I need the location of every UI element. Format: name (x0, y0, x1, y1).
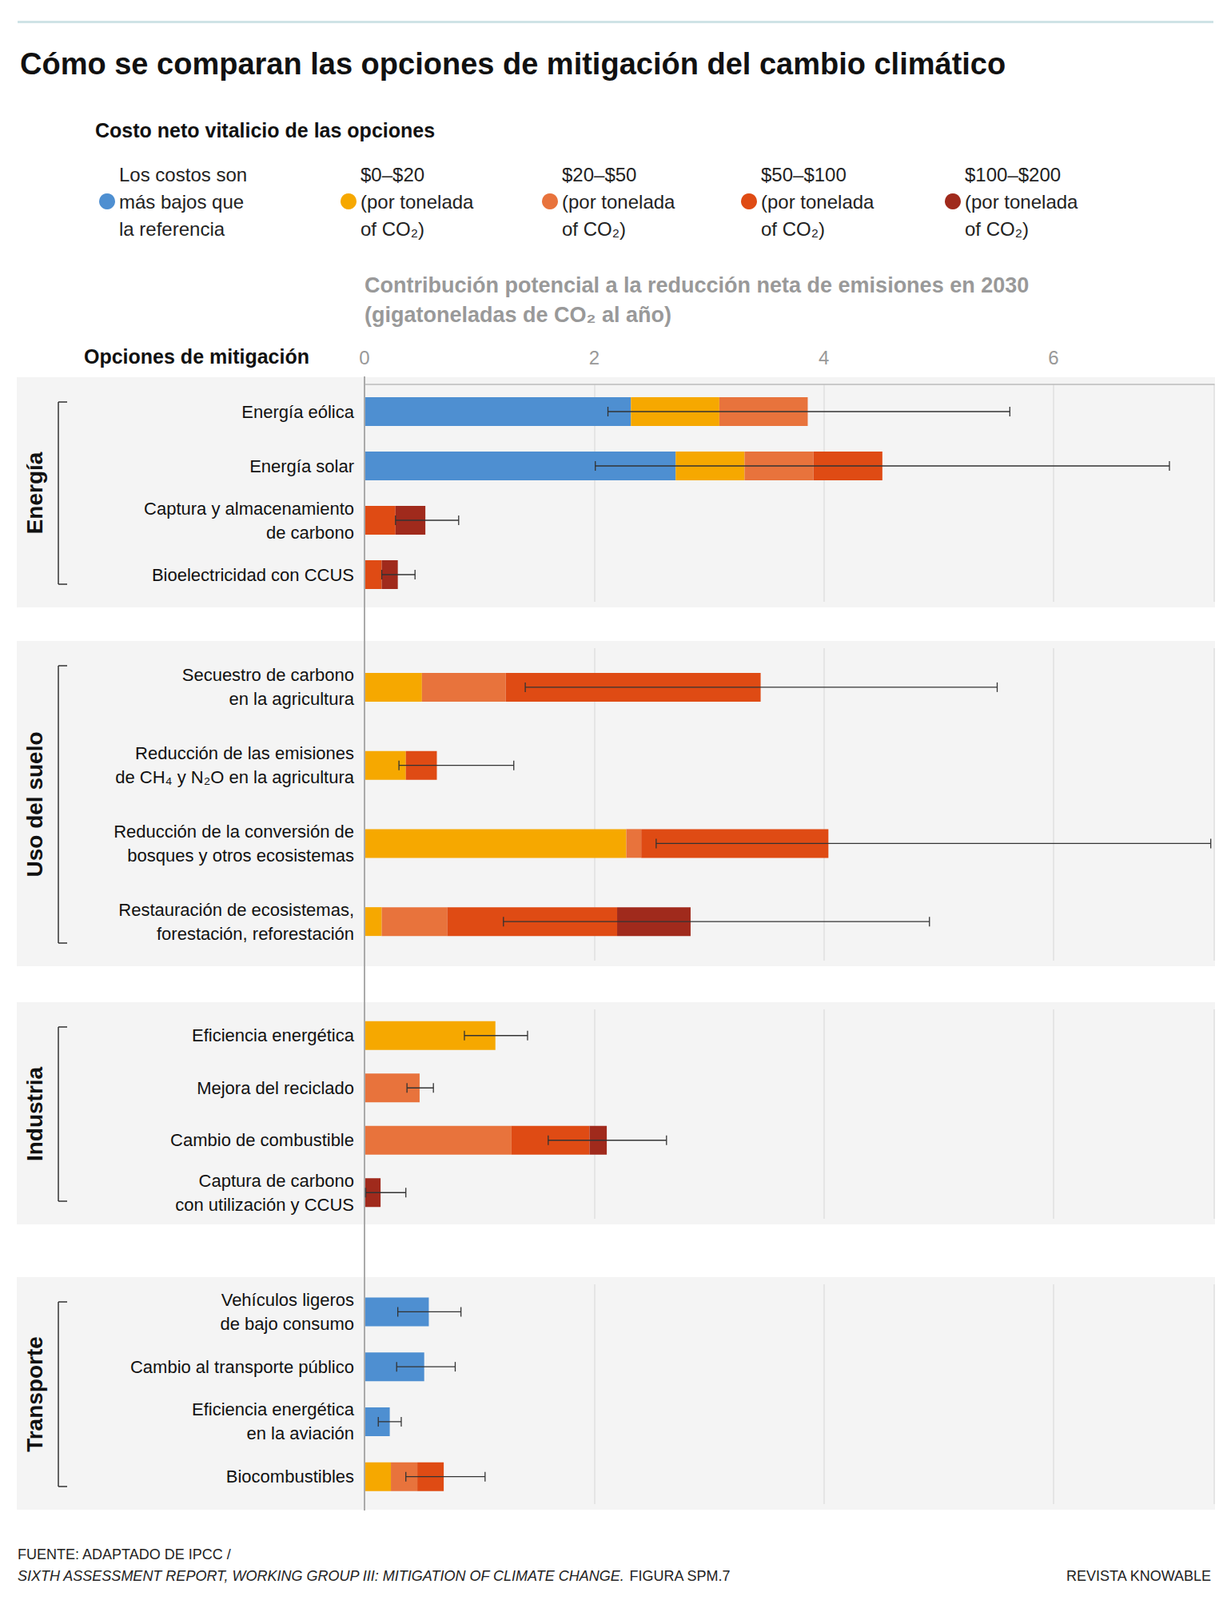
svg-text:Mejora del reciclado: Mejora del reciclado (196, 1078, 355, 1099)
svg-text:Restauración de ecosistemas,: Restauración de ecosistemas, (118, 900, 355, 921)
svg-text:of CO₂): of CO₂) (760, 218, 825, 240)
svg-text:Costo neto vitalicio de las op: Costo neto vitalicio de las opciones (95, 119, 435, 142)
svg-text:4: 4 (818, 346, 829, 369)
svg-text:Eficiencia energética: Eficiencia energética (191, 1025, 355, 1046)
svg-text:of CO₂): of CO₂) (360, 218, 425, 240)
svg-text:con utilización y CCUS: con utilización y CCUS (175, 1195, 355, 1216)
svg-text:de carbono: de carbono (266, 522, 355, 543)
svg-text:Eficiencia energética: Eficiencia energética (191, 1399, 355, 1420)
svg-text:(por tonelada: (por tonelada (964, 191, 1079, 213)
svg-text:Transporte: Transporte (22, 1336, 48, 1453)
svg-text:(por tonelada: (por tonelada (360, 191, 475, 213)
svg-text:de bajo consumo: de bajo consumo (219, 1314, 355, 1335)
svg-text:de CH₄ y N₂O en la agricultura: de CH₄ y N₂O en la agricultura (115, 767, 355, 788)
svg-text:6: 6 (1047, 346, 1059, 369)
svg-text:$100–$200: $100–$200 (964, 163, 1061, 186)
svg-text:Captura y almacenamiento: Captura y almacenamiento (143, 498, 355, 519)
svg-text:Opciones de mitigación: Opciones de mitigación (83, 345, 310, 368)
svg-text:Los costos son: Los costos son (119, 163, 247, 186)
svg-text:FUENTE: ADAPTADO DE IPCC /: FUENTE: ADAPTADO DE IPCC / (17, 1546, 232, 1563)
svg-text:FIGURA SPM.7: FIGURA SPM.7 (625, 1568, 730, 1585)
svg-text:of CO₂): of CO₂) (561, 218, 626, 240)
svg-text:$20–$50: $20–$50 (561, 163, 637, 186)
svg-text:en la agricultura: en la agricultura (228, 689, 355, 710)
svg-text:la referencia: la referencia (119, 218, 226, 240)
svg-text:$50–$100: $50–$100 (760, 163, 847, 186)
svg-text:Vehículos ligeros: Vehículos ligeros (221, 1290, 355, 1311)
svg-text:SIXTH ASSESSMENT REPORT, WORKI: SIXTH ASSESSMENT REPORT, WORKING GROUP I… (17, 1568, 625, 1585)
svg-text:más bajos que: más bajos que (119, 191, 244, 213)
svg-text:(por tonelada: (por tonelada (561, 191, 676, 213)
svg-text:bosques y otros ecosistemas: bosques y otros ecosistemas (127, 845, 355, 866)
svg-text:Bioelectricidad con CCUS: Bioelectricidad con CCUS (151, 565, 355, 586)
svg-text:Energía: Energía (22, 451, 48, 534)
svg-text:$0–$20: $0–$20 (360, 163, 425, 186)
svg-text:0: 0 (358, 346, 370, 369)
svg-text:Cambio de combustible: Cambio de combustible (170, 1130, 355, 1151)
svg-text:2: 2 (589, 346, 600, 369)
svg-text:Captura de carbono: Captura de carbono (199, 1171, 355, 1192)
svg-text:REVISTA KNOWABLE: REVISTA KNOWABLE (1066, 1568, 1212, 1585)
svg-text:Industria: Industria (22, 1066, 48, 1162)
svg-text:(por tonelada: (por tonelada (760, 191, 875, 213)
svg-text:en la aviación: en la aviación (246, 1423, 355, 1444)
svg-text:Cambio al transporte público: Cambio al transporte público (130, 1357, 355, 1378)
svg-text:of CO₂): of CO₂) (964, 218, 1029, 240)
svg-text:Contribución potencial a la re: Contribución potencial a la reducción ne… (364, 273, 1029, 298)
svg-text:Reducción de la conversión de: Reducción de la conversión de (113, 821, 355, 842)
svg-text:Energía eólica: Energía eólica (241, 402, 355, 423)
svg-text:Biocombustibles: Biocombustibles (226, 1466, 355, 1487)
svg-text:forestación, reforestación: forestación, reforestación (156, 924, 355, 945)
svg-text:(gigatoneladas de CO₂ al año): (gigatoneladas de CO₂ al año) (364, 302, 672, 327)
svg-text:Reducción de las emisiones: Reducción de las emisiones (135, 743, 355, 764)
svg-text:Secuestro de carbono: Secuestro de carbono (182, 665, 355, 686)
svg-text:Energía solar: Energía solar (249, 456, 355, 477)
svg-text:Cómo se comparan las opciones: Cómo se comparan las opciones de mitigac… (19, 47, 1006, 81)
svg-text:Uso del suelo: Uso del suelo (22, 731, 48, 877)
